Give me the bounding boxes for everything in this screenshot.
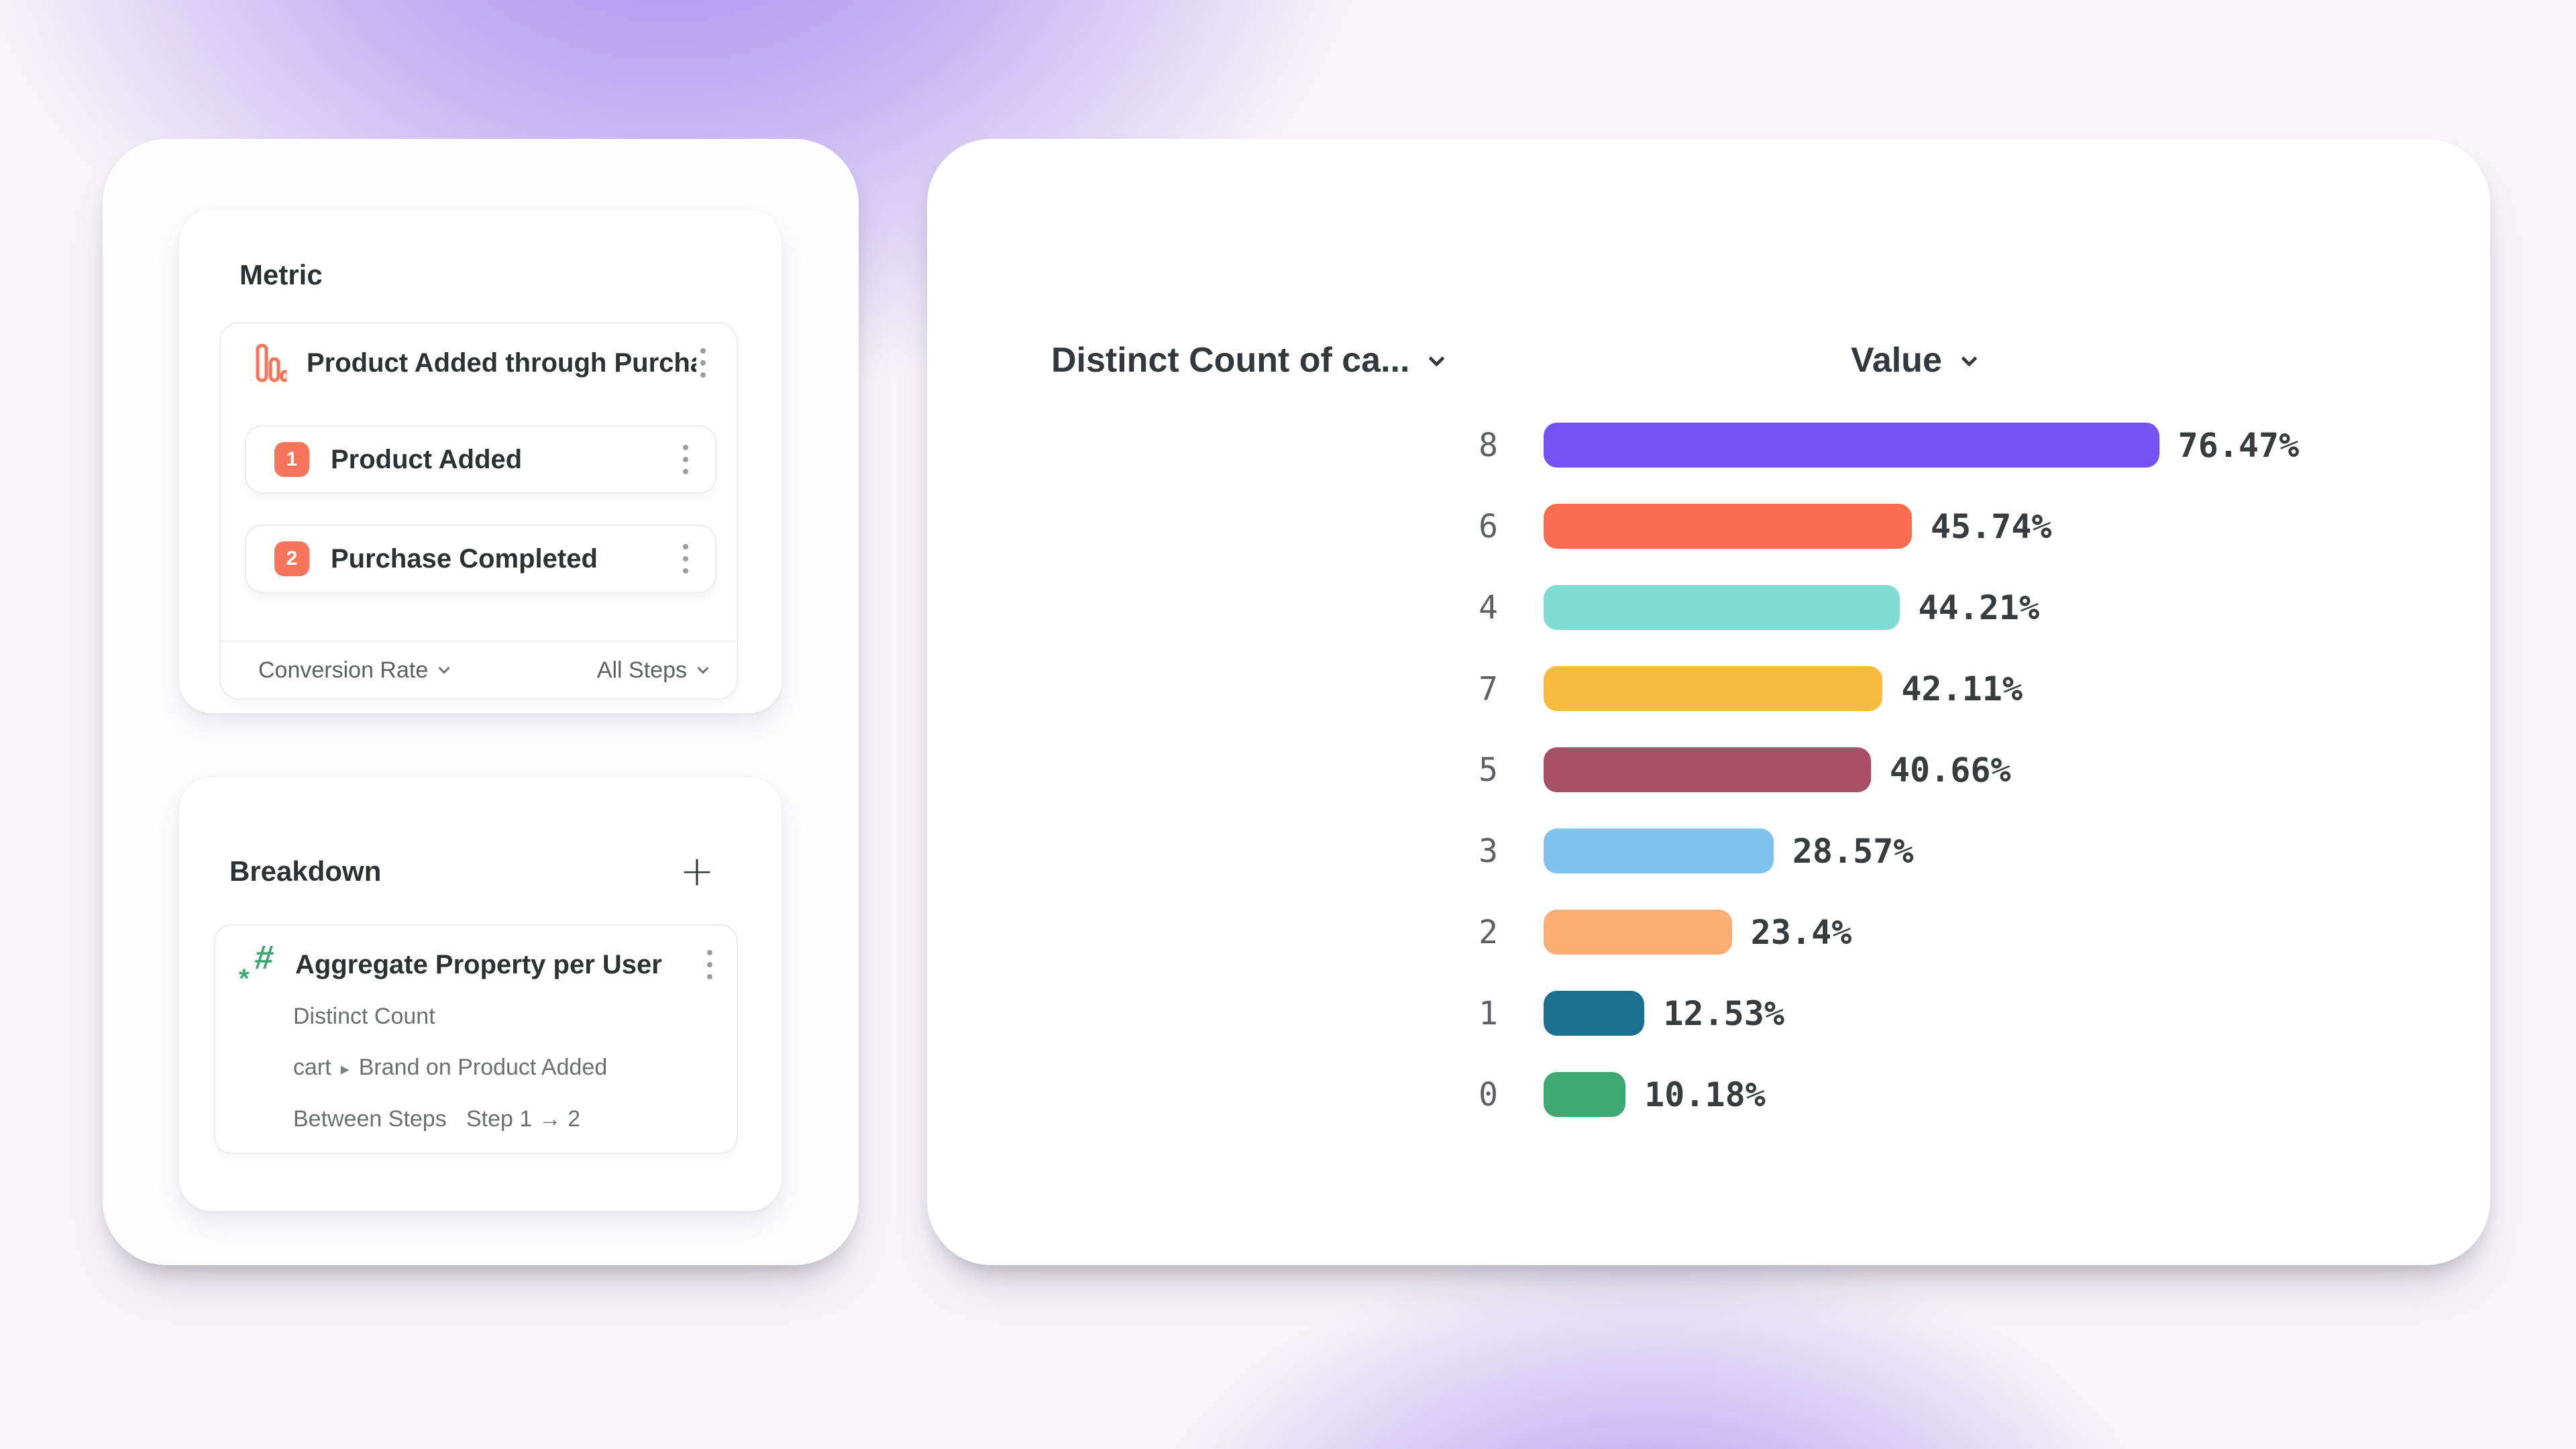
funnel-step-2[interactable]: 2 Purchase Completed (245, 525, 716, 593)
bar-segment[interactable] (1544, 910, 1732, 955)
funnel-metric-row[interactable]: Product Added through Purcha... (256, 339, 710, 386)
numeric-property-icon: # * (239, 938, 276, 994)
breakdown-header: Breakdown + (229, 847, 714, 896)
chart-card: Distinct Count of ca... Value 8 76.47% 6… (927, 139, 2490, 1265)
table-row: 1 12.53% (927, 991, 2490, 1036)
value-label: 76.47% (2178, 425, 2300, 465)
category-label: 1 (1479, 994, 1498, 1032)
value-label: 40.66% (1889, 750, 2011, 790)
category-label: 8 (1479, 426, 1498, 464)
property-path[interactable]: cart ▸ Brand on Product Added (293, 1055, 608, 1080)
kebab-menu-icon[interactable] (679, 441, 692, 478)
value-label: 23.4% (1750, 912, 1852, 952)
funnel-bars-icon (256, 343, 286, 382)
conversion-rate-dropdown[interactable]: Conversion Rate (258, 657, 450, 684)
value-label: 28.57% (1792, 831, 1914, 871)
bar-segment[interactable] (1544, 747, 1871, 792)
category-label: 0 (1479, 1075, 1498, 1114)
breakdown-section-title: Breakdown (229, 855, 382, 887)
bar-segment[interactable] (1544, 828, 1774, 873)
table-row: 6 45.74% (927, 504, 2490, 549)
metric-name: Product Added through Purcha... (307, 347, 696, 378)
metric-footer: Conversion Rate All Steps (258, 642, 709, 698)
query-builder-card: Metric Product Added through Purcha... 1… (103, 139, 859, 1265)
add-breakdown-button[interactable]: + (680, 847, 714, 896)
table-row: 8 76.47% (927, 423, 2490, 468)
value-label: 42.11% (1901, 669, 2023, 708)
category-label: 2 (1479, 913, 1498, 951)
category-label: 6 (1479, 507, 1498, 545)
between-steps-label: Between Steps (293, 1106, 447, 1132)
all-steps-dropdown[interactable]: All Steps (597, 657, 709, 684)
column-header-value[interactable]: Value (1851, 340, 1978, 380)
divider (221, 641, 737, 642)
bar-segment[interactable] (1544, 666, 1883, 711)
step-number-badge: 1 (274, 442, 309, 477)
value-label: 12.53% (1663, 994, 1784, 1033)
aggregation-type[interactable]: Distinct Count (293, 1004, 435, 1029)
value-label: 10.18% (1644, 1075, 1766, 1114)
bar-segment[interactable] (1544, 423, 2159, 468)
metric-section-title: Metric (239, 259, 323, 290)
step-label: Product Added (331, 444, 523, 474)
chevron-down-icon (697, 662, 709, 674)
breakdown-property-name: Aggregate Property per User (295, 949, 662, 979)
bar-segment[interactable] (1544, 1072, 1626, 1117)
kebab-menu-icon[interactable] (696, 344, 710, 382)
table-row: 0 10.18% (927, 1072, 2490, 1117)
kebab-menu-icon[interactable] (703, 946, 716, 983)
column-header-breakdown[interactable]: Distinct Count of ca... (1051, 340, 1445, 380)
table-row: 5 40.66% (927, 747, 2490, 792)
bar-segment[interactable] (1544, 991, 1645, 1036)
table-row: 4 44.21% (927, 585, 2490, 630)
triangle-right-icon: ▸ (340, 1059, 350, 1079)
breakdown-box[interactable]: # * Aggregate Property per User Distinct… (214, 924, 738, 1154)
category-label: 4 (1479, 588, 1498, 627)
between-steps-value[interactable]: Step 1 → 2 (466, 1106, 581, 1132)
breakdown-property-row[interactable]: # * Aggregate Property per User (239, 938, 716, 994)
table-row: 2 23.4% (927, 910, 2490, 955)
table-row: 3 28.57% (927, 828, 2490, 873)
chevron-down-icon (1428, 350, 1445, 367)
value-label: 45.74% (1930, 506, 2052, 546)
kebab-menu-icon[interactable] (679, 540, 692, 578)
category-label: 5 (1479, 751, 1498, 789)
funnel-step-1[interactable]: 1 Product Added (245, 425, 716, 494)
chevron-down-icon (438, 662, 450, 674)
breakdown-panel: Breakdown + # * Aggregate Property per U… (179, 777, 782, 1211)
bar-segment[interactable] (1544, 504, 1912, 549)
step-label: Purchase Completed (331, 543, 598, 574)
bar-segment[interactable] (1544, 585, 1900, 630)
bar-chart: 8 76.47% 6 45.74% 4 44.21% 7 42.11% 5 40… (927, 423, 2490, 1153)
value-label: 44.21% (1918, 588, 2040, 627)
step-number-badge: 2 (274, 541, 309, 576)
table-row: 7 42.11% (927, 666, 2490, 711)
category-label: 7 (1479, 669, 1498, 708)
chevron-down-icon (1961, 350, 1978, 367)
category-label: 3 (1479, 832, 1498, 870)
metric-panel: Metric Product Added through Purcha... 1… (179, 210, 782, 713)
metric-box: Product Added through Purcha... 1 Produc… (219, 322, 738, 700)
